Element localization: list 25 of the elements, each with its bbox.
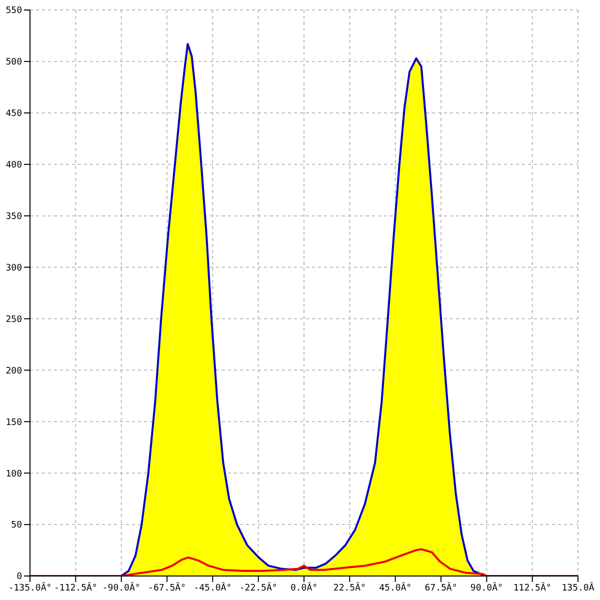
y-tick-label: 550 [6, 6, 22, 16]
y-tick-label: 300 [6, 263, 22, 274]
y-tick-label: 400 [6, 160, 22, 171]
y-tick-label: 50 [11, 520, 22, 531]
y-tick-label: 500 [6, 58, 22, 68]
x-tick-label: -90.0Â° [102, 581, 140, 594]
x-tick-label: -112.5Â° [54, 581, 98, 594]
y-tick-label: 450 [6, 109, 22, 120]
x-tick-label: 90.0Â° [470, 581, 503, 594]
x-tick-label: -135.0Â° [8, 581, 52, 594]
x-tick-label: -45.0Â° [194, 581, 232, 594]
y-tick-label: 350 [6, 212, 22, 222]
y-tick-label: 250 [6, 314, 22, 325]
y-tick-label: 200 [6, 366, 22, 376]
y-tick-label: 150 [6, 418, 22, 428]
x-tick-label: 135.0Â [562, 581, 595, 594]
x-tick-label: -22.5Â° [239, 581, 278, 594]
y-tick-label: 0 [16, 572, 22, 582]
y-tick-label: 100 [6, 469, 22, 480]
x-tick-label: 45.0Â° [379, 581, 412, 594]
x-tick-label: 67.5Â° [424, 581, 458, 594]
x-tick-label: -67.5Â° [148, 581, 186, 594]
x-tick-label: 112.5Â° [513, 581, 552, 594]
x-tick-label: 0.0Â° [290, 581, 318, 594]
x-tick-label: 22.5Â° [333, 581, 366, 594]
